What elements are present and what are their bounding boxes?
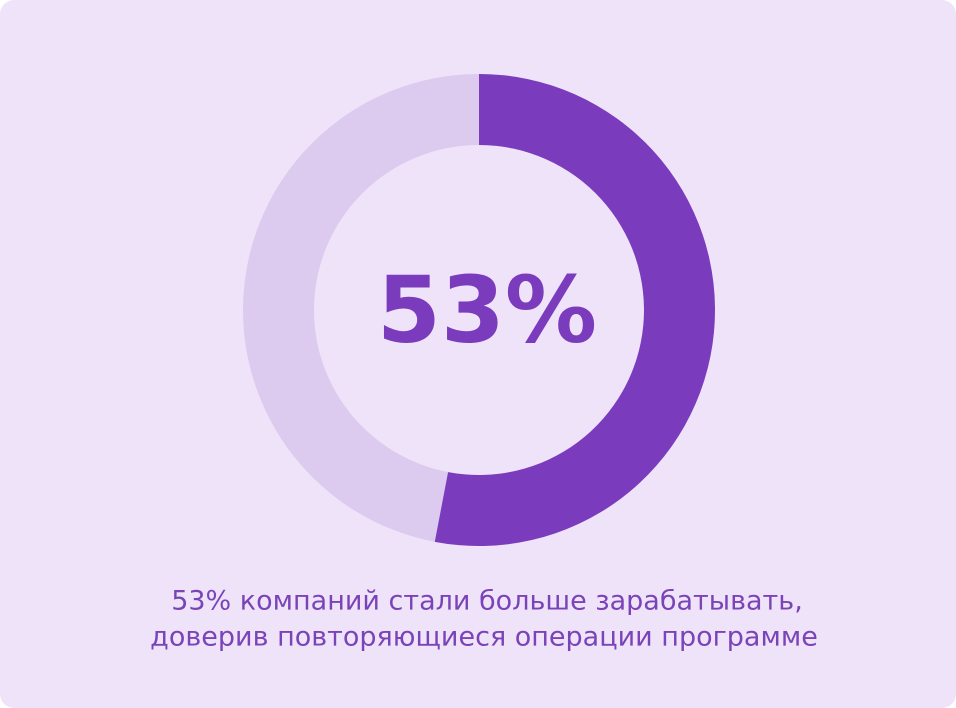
donut-segment xyxy=(434,74,716,546)
caption-line: доверив повторяющиеся операции программе xyxy=(150,622,818,653)
center-label: 53% xyxy=(377,256,597,363)
caption-line: 53% компаний стали больше зарабатывать, xyxy=(171,586,803,617)
